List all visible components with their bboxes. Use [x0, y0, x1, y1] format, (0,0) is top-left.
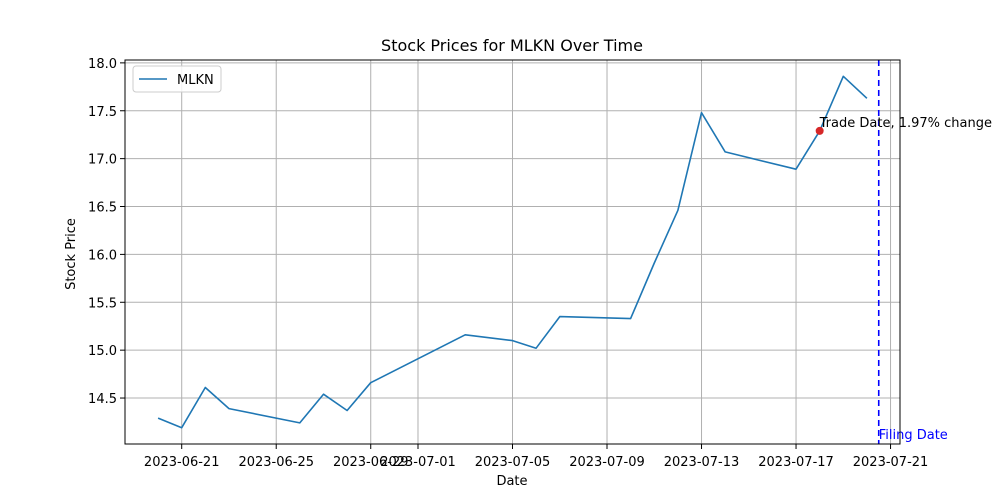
- x-tick-label: 2023-06-25: [238, 455, 314, 470]
- y-axis-title: Stock Price: [64, 218, 79, 290]
- y-tick-label: 15.0: [88, 344, 117, 359]
- x-tick-label: 2023-06-21: [144, 455, 220, 470]
- grid: [125, 60, 900, 444]
- legend-box: [132, 65, 222, 93]
- y-tick-label: 16.5: [88, 201, 117, 216]
- x-axis-title: Date: [496, 474, 527, 489]
- x-axis: 2023-06-21 2023-06-25 2023-06-292023-07-01…: [144, 444, 928, 470]
- x-tick-label: 2023-06-29: [333, 455, 409, 470]
- x-tick-label: 2023-07-13: [664, 455, 740, 470]
- y-tick-label: 14.5: [88, 392, 117, 407]
- x-tick-label: 2023-07-21: [853, 455, 929, 470]
- x-tick-label: 2023-07-01: [380, 455, 456, 470]
- chart-title: Stock Prices for MLKN Over Time: [381, 36, 643, 55]
- x-tick-label: 2023-07-05: [475, 455, 551, 470]
- y-axis: 14.5 15.0 15.5 16.0 16.5 17.0 17.5 18.0: [88, 57, 125, 407]
- legend-label-mlkn: MLKN: [177, 73, 214, 88]
- series-line-mlkn: [157, 75, 868, 429]
- y-tick-label: 15.5: [88, 296, 117, 311]
- y-tick-label: 17.0: [88, 153, 117, 168]
- legend: MLKN: [132, 65, 222, 93]
- x-tick-label: 2023-07-17: [758, 455, 834, 470]
- y-tick-label: 16.0: [88, 248, 117, 263]
- series-layer: [157, 75, 868, 429]
- x-tick-label: 2023-07-09: [569, 455, 645, 470]
- y-tick-label: 17.5: [88, 105, 117, 120]
- trade-date-label: Trade Date, 1.97% change: [819, 116, 992, 131]
- filing-date-label: Filing Date: [879, 428, 948, 443]
- y-tick-label: 18.0: [88, 57, 117, 72]
- trade-date-marker: [815, 126, 824, 135]
- marker-layer: Filing Date Trade Date, 1.97% change: [815, 60, 992, 444]
